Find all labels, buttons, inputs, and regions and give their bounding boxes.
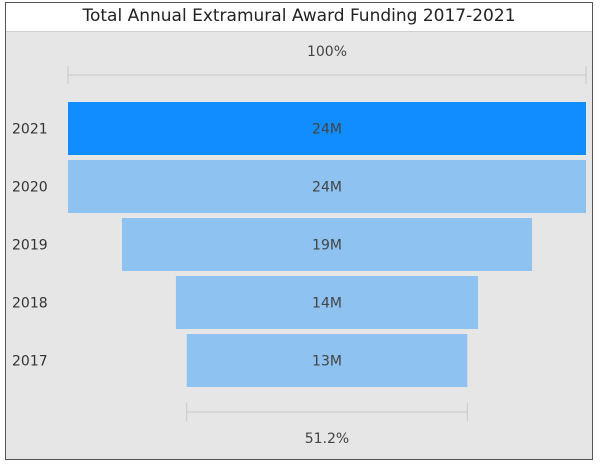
funnel-bar-2020 [68, 160, 586, 213]
bottom-percent-label: 51.2% [305, 431, 349, 447]
category-label-2018: 2018 [12, 296, 48, 312]
category-label-2020: 2020 [12, 180, 48, 196]
bar-value-label-2017: 13M [312, 354, 342, 370]
funnel-bar-2021 [68, 102, 586, 155]
bar-value-label-2019: 19M [312, 238, 342, 254]
category-label-2019: 2019 [12, 238, 48, 254]
category-label-2017: 2017 [12, 354, 48, 370]
funnel-bar-2017 [186, 334, 468, 387]
funnel-bar-2019 [121, 218, 533, 271]
chart-title: Total Annual Extramural Award Funding 20… [82, 6, 516, 26]
bar-value-label-2020: 24M [312, 180, 342, 196]
funnel-bar-2018 [175, 276, 479, 329]
top-percent-label: 100% [307, 44, 347, 60]
category-label-2021: 2021 [12, 122, 48, 138]
bar-value-label-2018: 14M [312, 296, 342, 312]
bar-value-label-2021: 24M [312, 122, 342, 138]
